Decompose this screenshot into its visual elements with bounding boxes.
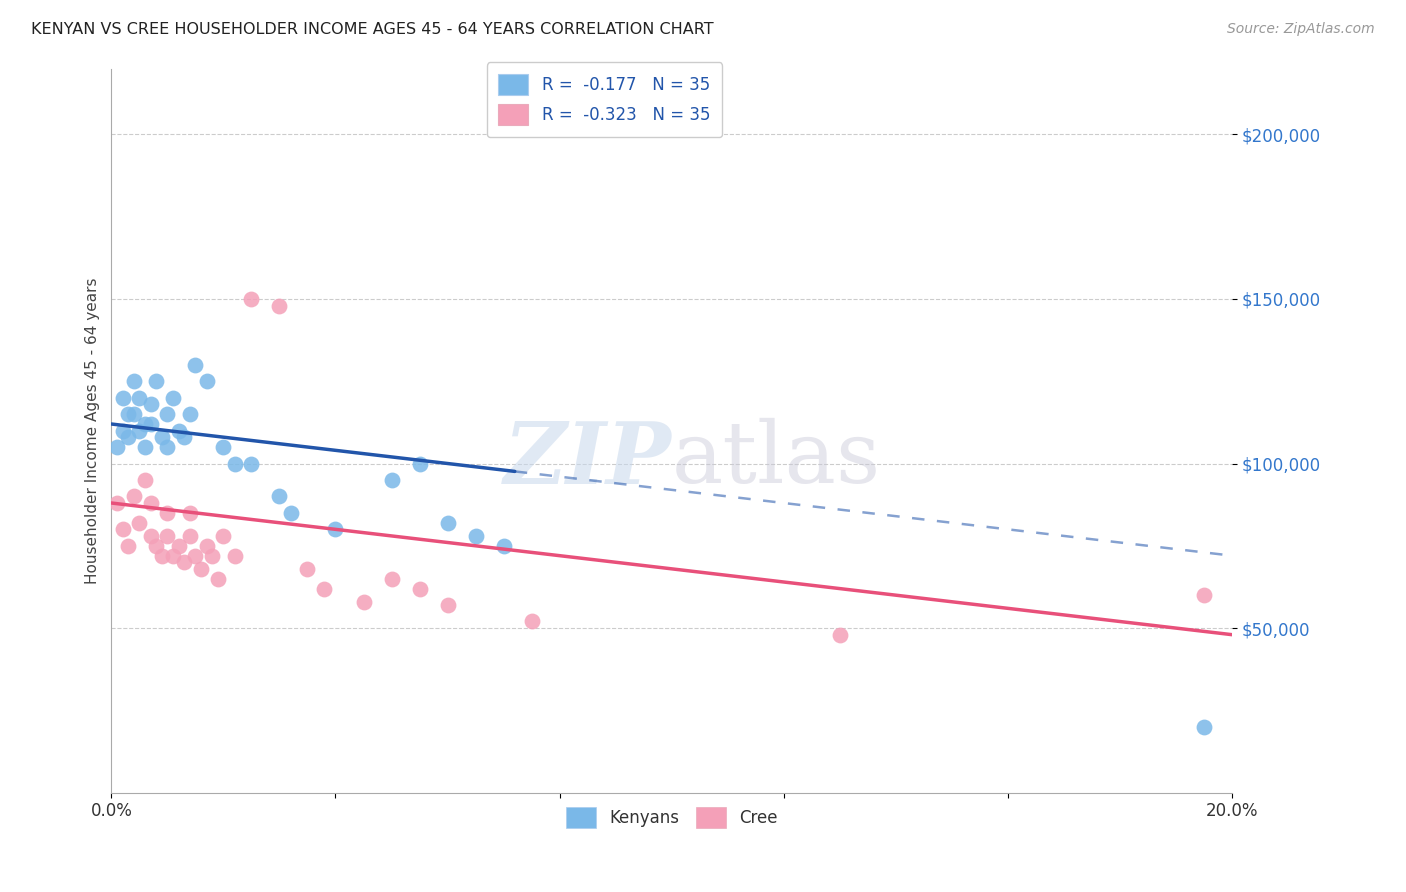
Point xyxy=(128,424,150,438)
Point xyxy=(134,440,156,454)
Text: KENYAN VS CREE HOUSEHOLDER INCOME AGES 45 - 64 YEARS CORRELATION CHART: KENYAN VS CREE HOUSEHOLDER INCOME AGES 4… xyxy=(31,22,714,37)
Point xyxy=(212,440,235,454)
Point xyxy=(162,549,184,563)
Point xyxy=(408,457,430,471)
Point xyxy=(156,506,179,520)
Text: ZIP: ZIP xyxy=(503,417,672,501)
Point xyxy=(173,430,195,444)
Point xyxy=(325,522,347,536)
Point xyxy=(128,391,150,405)
Point xyxy=(134,473,156,487)
Point xyxy=(156,529,179,543)
Point xyxy=(111,424,134,438)
Point xyxy=(122,490,145,504)
Point xyxy=(111,391,134,405)
Point xyxy=(139,496,162,510)
Point xyxy=(105,440,128,454)
Legend: Kenyans, Cree: Kenyans, Cree xyxy=(560,800,785,835)
Point xyxy=(314,582,336,596)
Point xyxy=(179,506,201,520)
Point xyxy=(464,529,486,543)
Point xyxy=(122,374,145,388)
Point xyxy=(145,539,167,553)
Point xyxy=(179,529,201,543)
Text: atlas: atlas xyxy=(672,418,880,501)
Point xyxy=(139,397,162,411)
Point xyxy=(195,539,218,553)
Point xyxy=(156,407,179,421)
Point xyxy=(167,539,190,553)
Point xyxy=(105,496,128,510)
Point xyxy=(520,615,543,629)
Point xyxy=(145,374,167,388)
Point xyxy=(156,440,179,454)
Point xyxy=(492,539,515,553)
Point xyxy=(380,473,402,487)
Point xyxy=(162,391,184,405)
Point xyxy=(436,598,458,612)
Point xyxy=(408,582,430,596)
Point xyxy=(224,457,246,471)
Point xyxy=(139,417,162,431)
Text: Source: ZipAtlas.com: Source: ZipAtlas.com xyxy=(1227,22,1375,37)
Point xyxy=(139,529,162,543)
Point xyxy=(184,358,207,372)
Point xyxy=(195,374,218,388)
Point xyxy=(240,457,263,471)
Point xyxy=(167,424,190,438)
Point xyxy=(173,555,195,569)
Point xyxy=(128,516,150,530)
Point xyxy=(269,490,291,504)
Point xyxy=(436,516,458,530)
Point xyxy=(212,529,235,543)
Point xyxy=(207,572,229,586)
Point xyxy=(224,549,246,563)
Point xyxy=(117,430,139,444)
Point xyxy=(150,430,173,444)
Point xyxy=(201,549,224,563)
Point xyxy=(150,549,173,563)
Point xyxy=(179,407,201,421)
Point xyxy=(122,407,145,421)
Point xyxy=(111,522,134,536)
Point xyxy=(240,292,263,306)
Point xyxy=(269,298,291,312)
Y-axis label: Householder Income Ages 45 - 64 years: Householder Income Ages 45 - 64 years xyxy=(86,277,100,584)
Point xyxy=(380,572,402,586)
Point xyxy=(353,595,375,609)
Point xyxy=(184,549,207,563)
Point xyxy=(117,539,139,553)
Point xyxy=(134,417,156,431)
Point xyxy=(280,506,302,520)
Point xyxy=(1192,588,1215,602)
Point xyxy=(1192,720,1215,734)
Point xyxy=(190,562,212,576)
Point xyxy=(828,628,851,642)
Point xyxy=(297,562,319,576)
Point xyxy=(117,407,139,421)
